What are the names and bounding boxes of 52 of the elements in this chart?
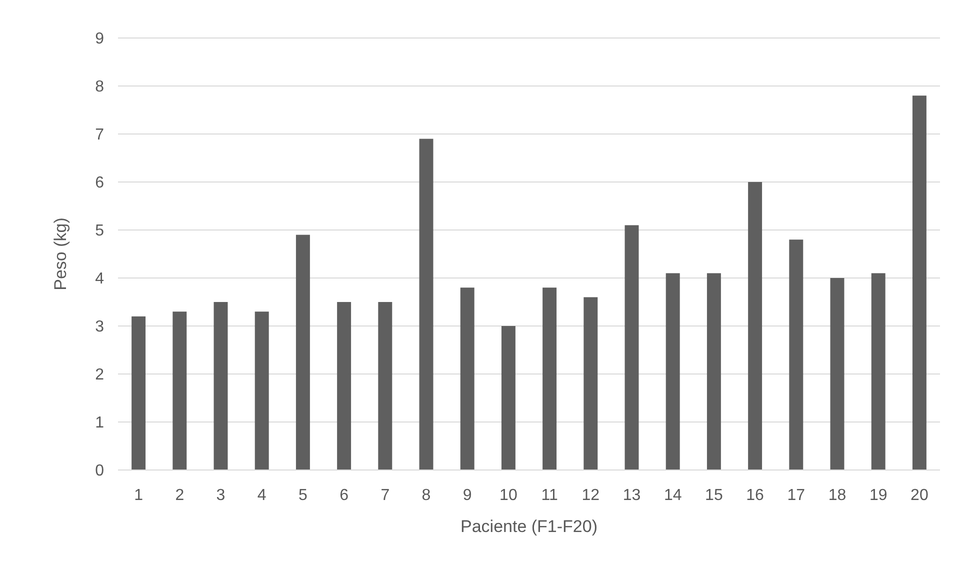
x-tick-label: 20 xyxy=(910,487,928,504)
y-tick-label: 4 xyxy=(95,270,104,288)
y-tick-label: 2 xyxy=(95,366,104,384)
bar xyxy=(214,302,228,470)
bar xyxy=(666,273,680,470)
bar xyxy=(378,302,392,470)
bar xyxy=(830,278,844,470)
bar xyxy=(706,273,721,470)
y-tick-label: 6 xyxy=(95,174,104,192)
x-axis-title: Paciente (F1-F20) xyxy=(460,517,598,536)
bar xyxy=(460,288,474,470)
bar xyxy=(624,225,639,470)
bar xyxy=(172,312,187,470)
x-tick-label: 8 xyxy=(422,487,431,504)
x-tick-label: 17 xyxy=(787,487,806,504)
y-tick-label: 0 xyxy=(95,462,104,480)
x-tick-label: 9 xyxy=(462,487,472,504)
bar xyxy=(584,297,598,470)
x-tick-label: 7 xyxy=(380,487,390,504)
x-tick-label: 16 xyxy=(746,487,764,504)
x-tick-label: 13 xyxy=(622,487,641,504)
y-tick-label: 5 xyxy=(95,222,104,240)
bar xyxy=(337,302,352,470)
bar xyxy=(542,288,557,470)
bar xyxy=(501,326,516,470)
y-tick-label: 1 xyxy=(95,414,104,432)
x-tick-label: 10 xyxy=(500,487,518,504)
bar xyxy=(871,273,886,470)
y-tick-label: 8 xyxy=(95,78,104,96)
x-tick-label: 15 xyxy=(705,487,723,504)
x-tick-label: 19 xyxy=(869,487,888,504)
x-tick-label: 3 xyxy=(216,487,226,504)
x-tick-label: 6 xyxy=(340,487,349,504)
y-tick-label: 3 xyxy=(95,318,104,336)
bar xyxy=(789,240,804,470)
bar xyxy=(912,96,926,470)
x-tick-label: 12 xyxy=(582,487,600,504)
x-tick-label: 18 xyxy=(828,487,846,504)
x-tick-label: 5 xyxy=(298,487,308,504)
x-tick-label: 11 xyxy=(541,487,558,504)
bar xyxy=(132,316,146,470)
y-tick-label: 9 xyxy=(95,30,104,48)
x-tick-label: 4 xyxy=(257,487,266,504)
bar xyxy=(419,138,434,470)
bar xyxy=(748,182,762,470)
x-tick-label: 14 xyxy=(664,487,682,504)
y-axis-title: Peso (kg) xyxy=(51,218,70,290)
x-tick-label: 1 xyxy=(134,487,144,504)
bar xyxy=(254,312,269,470)
bar xyxy=(296,234,310,470)
y-tick-label: 7 xyxy=(95,126,104,144)
x-tick-label: 2 xyxy=(175,487,184,504)
